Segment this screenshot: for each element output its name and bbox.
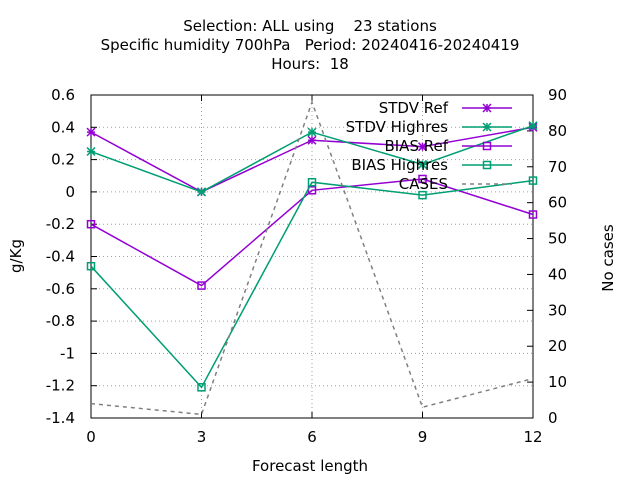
legend-label: STDV Highres — [346, 118, 449, 136]
data-point-star — [307, 135, 317, 145]
x-tick-label: 3 — [197, 428, 207, 446]
y-tick-label: -0.8 — [46, 312, 75, 330]
data-point-square — [418, 190, 427, 200]
x-tick-label: 0 — [86, 428, 96, 446]
data-point-square — [197, 281, 206, 290]
legend-label: BIAS Highres — [351, 156, 448, 174]
x-tick-label: 12 — [523, 428, 542, 446]
data-point-square — [528, 176, 538, 185]
y2-tick-label: 30 — [548, 301, 567, 319]
series-line — [90, 178, 534, 287]
data-point-square — [482, 141, 492, 151]
legend-label: STDV Ref — [379, 99, 449, 117]
series-lines — [86, 99, 538, 416]
x-tick-label: 9 — [418, 428, 428, 446]
y2-tick-label: 80 — [548, 122, 567, 140]
y2-tick-label: 10 — [548, 373, 567, 391]
y-axis-label: g/Kg — [7, 239, 25, 273]
data-point-square — [307, 177, 317, 187]
data-point-star — [307, 127, 317, 137]
y-tick-label: 0.4 — [51, 118, 75, 136]
y2-axis-label: No cases — [599, 224, 617, 292]
data-point-star — [86, 127, 96, 137]
data-point-star — [482, 122, 492, 132]
x-axis-label: Forecast length — [252, 457, 368, 475]
y2-tick-label: 90 — [548, 86, 567, 104]
y2-tick-label: 50 — [548, 230, 567, 248]
y2-tick-label: 0 — [548, 409, 558, 427]
series-line — [90, 179, 534, 389]
grid-lines — [91, 95, 533, 418]
y-tick-label: 0.6 — [51, 86, 75, 104]
data-point-square — [482, 160, 492, 170]
y2-tick-label: 70 — [548, 158, 567, 176]
y2-tick-label: 60 — [548, 194, 567, 212]
chart-title-line-3: Hours: 18 — [271, 55, 349, 73]
chart-title-line-2: Specific humidity 700hPa Period: 2024041… — [100, 36, 520, 54]
data-point-square — [528, 210, 538, 219]
data-point-star — [417, 159, 428, 169]
series-line — [90, 99, 534, 416]
legend-label: CASES — [399, 175, 448, 193]
data-point-star — [86, 146, 96, 157]
x-tick-label: 6 — [307, 428, 317, 446]
y-tick-label: -0.6 — [46, 280, 75, 298]
data-point-star — [196, 187, 207, 197]
data-point-square — [197, 383, 206, 392]
chart-title-line-1: Selection: ALL using 23 stations — [183, 17, 437, 35]
y-tick-label: -1.4 — [46, 409, 75, 427]
data-point-square — [86, 219, 96, 229]
y2-tick-label: 20 — [548, 337, 567, 355]
data-point-star — [417, 142, 428, 152]
y-tick-label: -1.2 — [46, 377, 75, 395]
axes: 0 3 6 9 12 -1.4 -1.2 -1 -0.8 -0.6 -0.4 -0.2 0 0.2 0.4 0… — [46, 86, 567, 446]
y-tick-label: -0.2 — [46, 215, 75, 233]
data-point-square — [418, 174, 427, 184]
data-point-star — [482, 103, 492, 113]
data-point-star — [528, 121, 538, 131]
y-tick-label: 0 — [65, 183, 75, 201]
y2-tick-label: 40 — [548, 265, 567, 283]
data-point-square — [86, 261, 96, 271]
y-tick-label: 0.2 — [51, 151, 75, 169]
y-tick-label: -0.4 — [46, 248, 75, 266]
y-tick-label: -1 — [60, 344, 75, 362]
legend-label: BIAS Ref — [384, 137, 448, 155]
